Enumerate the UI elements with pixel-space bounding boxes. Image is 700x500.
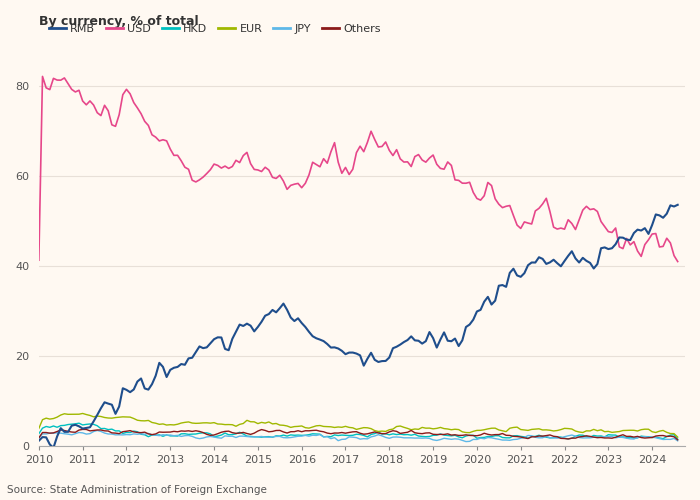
Text: Source: State Administration of Foreign Exchange: Source: State Administration of Foreign … [7, 485, 267, 495]
Text: By currency, % of total: By currency, % of total [38, 15, 199, 28]
Legend: RMB, USD, HKD, EUR, JPY, Others: RMB, USD, HKD, EUR, JPY, Others [44, 20, 385, 38]
